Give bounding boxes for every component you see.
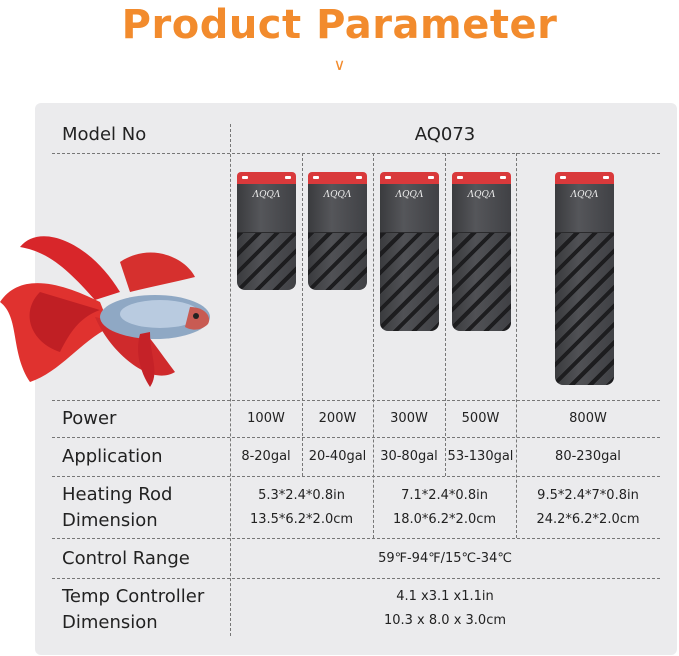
label-heating-dimension: Dimension [62,510,158,531]
label-application: Application [62,446,163,467]
control-range-value: 59℉-94℉/15℃-34℃ [378,550,512,566]
application-300w: 30-80gal [380,449,438,464]
label-model: Model No [62,124,147,145]
aqqa-logo: ΛQQΛ [395,190,424,200]
power-100w: 100W [247,411,285,426]
divider [52,153,660,154]
label-temp-controller: Temp Controller [62,586,205,607]
aqqa-logo: ΛQQΛ [252,190,281,200]
label-power: Power [62,408,117,429]
divider [302,153,303,476]
aqqa-logo: ΛQQΛ [323,190,352,200]
divider [52,538,660,539]
heater-500w-image: ΛQQΛ [452,172,511,331]
heating-dimension-medium: 7.1*2.4*0.8in 18.0*6.2*2.0cm [373,477,516,538]
heater-100w-image: ΛQQΛ [237,172,296,290]
dimension-cm: 13.5*6.2*2.0cm [249,511,354,527]
heating-dimension-small: 5.3*2.4*0.8in 13.5*6.2*2.0cm [230,477,373,538]
aqqa-logo: ΛQQΛ [570,190,599,200]
power-500w: 500W [461,411,500,426]
chevron-down-icon: ∨ [333,55,346,74]
label-control-range: Control Range [62,548,190,569]
aqqa-logo: ΛQQΛ [467,190,496,200]
heater-300w-image: ΛQQΛ [380,172,439,331]
divider [373,153,374,538]
betta-fish-image [0,236,210,387]
application-100w: 8-20gal [241,449,291,464]
dimension-in: 5.3*2.4*0.8in [258,487,345,503]
label-heating-rod: Heating Rod [62,484,173,505]
application-800w: 80-230gal [555,449,621,464]
application-200w: 20-40gal [308,449,367,464]
power-200w: 200W [318,411,357,426]
dimension-cm: 24.2*6.2*2.0cm [536,511,640,527]
power-800w: 800W [569,411,607,426]
divider [516,153,517,538]
dimension-in: 9.5*2.4*7*0.8in [537,487,639,503]
divider [52,400,660,401]
heater-200w-image: ΛQQΛ [308,172,367,290]
power-300w: 300W [390,411,428,426]
divider [52,578,660,579]
dimension-cm: 18.0*6.2*2.0cm [392,511,497,527]
divider [230,124,231,636]
divider [52,437,660,438]
dimension-cm: 10.3 x 8.0 x 3.0cm [383,613,507,628]
dimension-in: 4.1 x3.1 x1.1in [396,589,494,604]
divider [445,153,446,476]
divider [52,476,660,477]
temp-controller-dimension: 4.1 x3.1 x1.1in 10.3 x 8.0 x 3.0cm [230,579,660,639]
heating-dimension-large: 9.5*2.4*7*0.8in 24.2*6.2*2.0cm [516,477,660,538]
page-title: Product Parameter [121,2,558,48]
heater-800w-image: ΛQQΛ [555,172,614,385]
dimension-in: 7.1*2.4*0.8in [401,487,488,503]
application-500w: 53-130gal [447,449,514,464]
model-value: AQ073 [414,124,476,145]
label-temp-dimension: Dimension [62,612,158,633]
